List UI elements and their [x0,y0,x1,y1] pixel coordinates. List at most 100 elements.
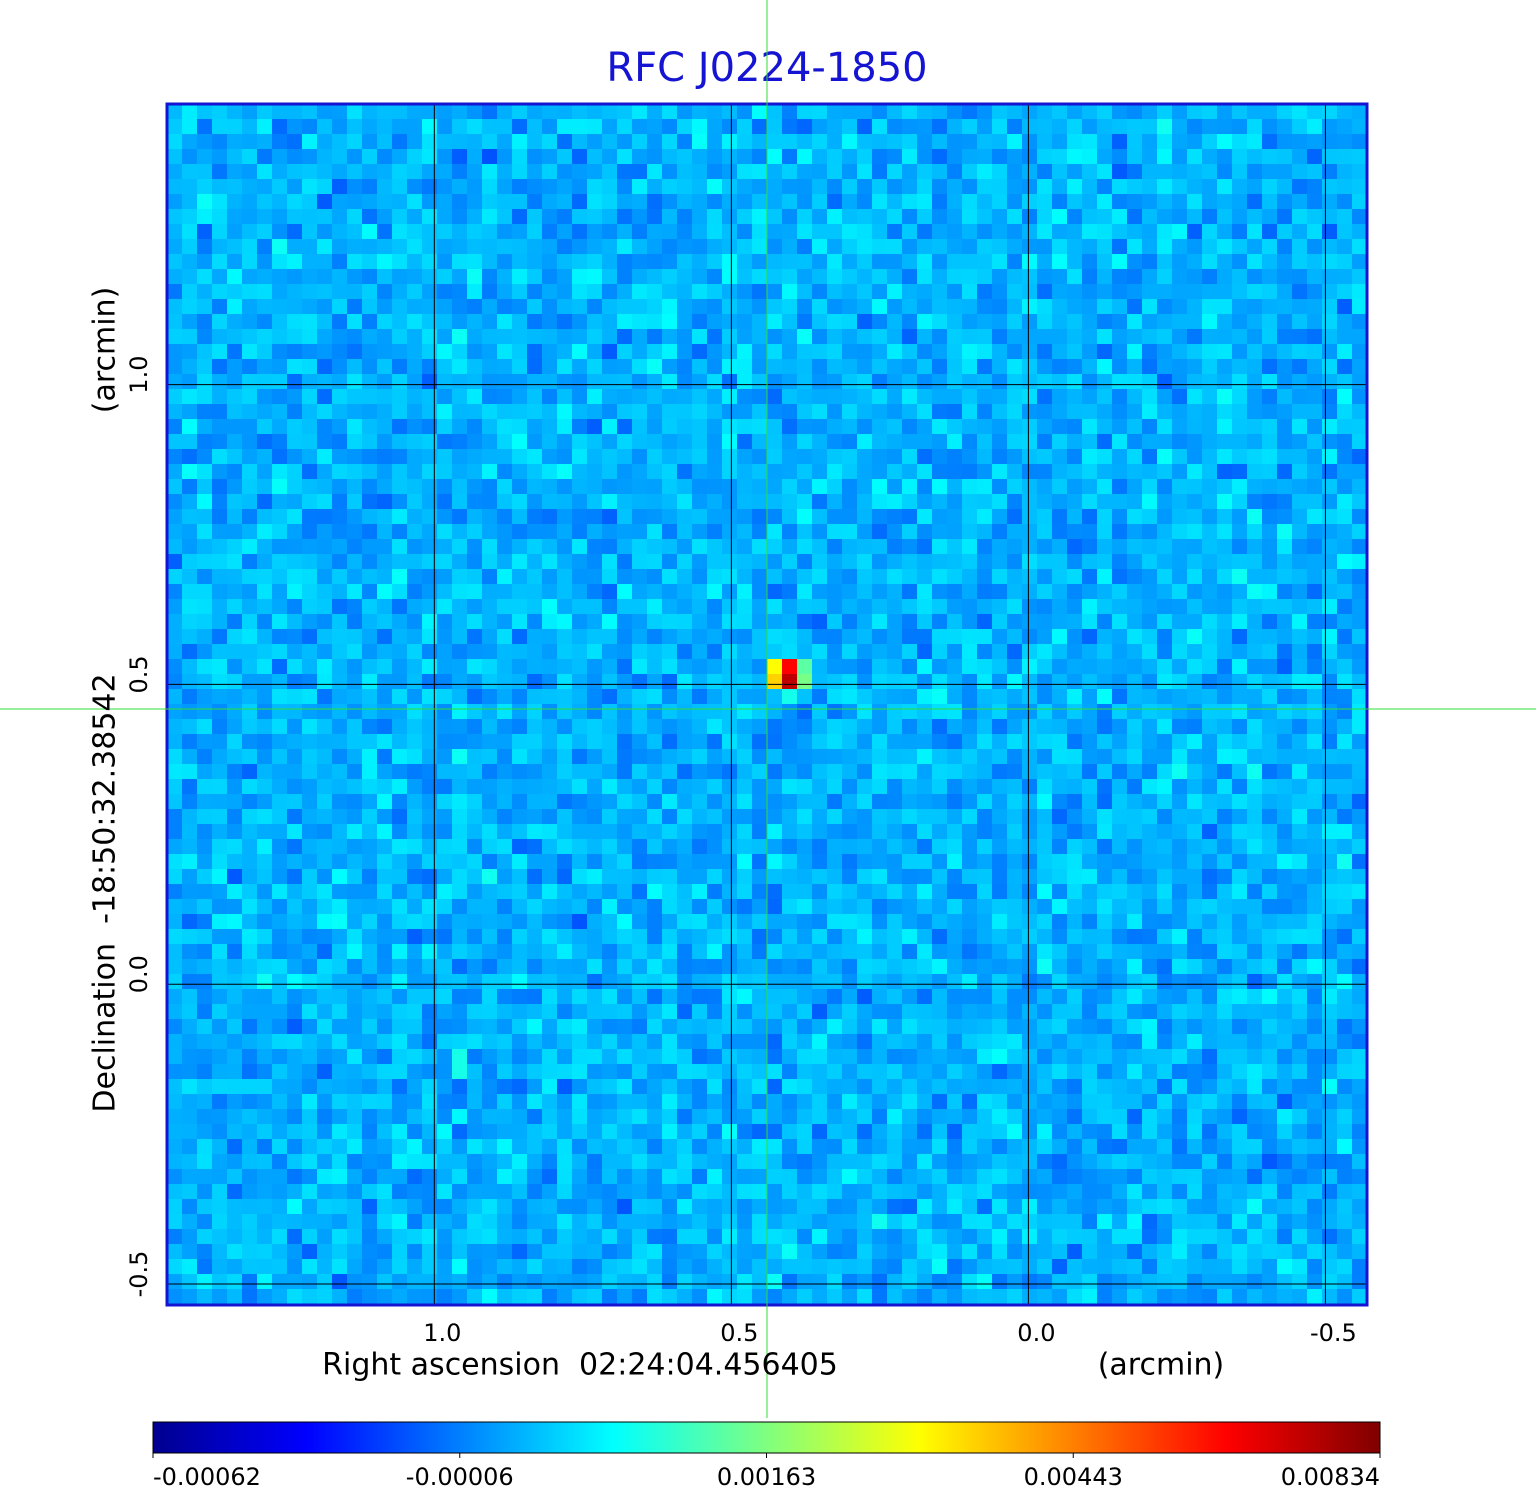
image-pixel [347,494,363,510]
image-pixel [257,284,273,300]
image-pixel [227,779,243,795]
image-pixel [1277,809,1293,825]
image-pixel [1007,914,1023,930]
image-pixel [1307,869,1323,885]
image-pixel [1037,569,1053,585]
image-pixel [1157,179,1173,195]
image-pixel [227,989,243,1005]
image-pixel [1007,434,1023,450]
image-pixel [242,764,258,780]
image-pixel [1262,854,1278,870]
image-pixel [1292,269,1308,285]
image-pixel [872,674,888,690]
image-pixel [317,194,333,210]
image-pixel [272,209,288,225]
image-pixel [1022,434,1038,450]
image-pixel [587,869,603,885]
image-pixel [737,134,753,150]
image-pixel [1022,164,1038,180]
image-pixel [572,584,588,600]
image-pixel [1067,989,1083,1005]
image-pixel [362,1034,378,1050]
image-pixel [707,494,723,510]
image-pixel [722,599,738,615]
image-pixel [302,434,318,450]
image-pixel [167,719,183,735]
image-pixel [1262,494,1278,510]
image-pixel [737,764,753,780]
image-pixel [392,989,408,1005]
image-pixel [557,1019,573,1035]
image-pixel [1142,659,1158,675]
image-pixel [872,929,888,945]
image-pixel [317,614,333,630]
image-pixel [1007,614,1023,630]
image-pixel [917,1004,933,1020]
image-pixel [1202,884,1218,900]
image-pixel [332,149,348,165]
image-pixel [842,464,858,480]
image-pixel [707,434,723,450]
image-pixel [1247,314,1263,330]
image-pixel [392,299,408,315]
image-pixel [737,899,753,915]
image-pixel [1277,419,1293,435]
image-pixel [857,494,873,510]
image-pixel [1142,329,1158,345]
image-pixel [977,1004,993,1020]
image-pixel [332,479,348,495]
image-pixel [602,1004,618,1020]
image-pixel [932,419,948,435]
image-pixel [752,119,768,135]
image-pixel [1157,374,1173,390]
image-pixel [1337,704,1353,720]
image-pixel [1172,569,1188,585]
image-pixel [302,329,318,345]
image-pixel [272,524,288,540]
image-pixel [812,794,828,810]
image-pixel [1067,299,1083,315]
image-pixel [812,299,828,315]
image-pixel [557,464,573,480]
image-pixel [1187,779,1203,795]
image-pixel [1157,404,1173,420]
image-pixel [212,254,228,270]
image-pixel [1262,794,1278,810]
image-pixel [887,779,903,795]
image-pixel [347,809,363,825]
image-pixel [1037,344,1053,360]
image-pixel [932,824,948,840]
image-pixel [872,134,888,150]
image-pixel [1157,284,1173,300]
image-pixel [662,599,678,615]
image-pixel [1337,494,1353,510]
image-pixel [857,584,873,600]
image-pixel [1037,284,1053,300]
image-pixel [1307,899,1323,915]
image-pixel [167,134,183,150]
image-pixel [182,449,198,465]
image-pixel [1127,794,1143,810]
image-pixel [392,209,408,225]
image-pixel [1082,389,1098,405]
image-pixel [947,644,963,660]
image-pixel [1202,719,1218,735]
image-pixel [947,629,963,645]
image-pixel [797,989,813,1005]
image-pixel [722,869,738,885]
image-pixel [1247,284,1263,300]
image-pixel [617,749,633,765]
image-pixel [827,239,843,255]
image-pixel [362,644,378,660]
image-pixel [182,524,198,540]
image-pixel [677,569,693,585]
image-pixel [542,119,558,135]
image-pixel [437,659,453,675]
image-pixel [287,134,303,150]
image-pixel [1322,884,1338,900]
image-pixel [1322,134,1338,150]
image-pixel [257,449,273,465]
image-pixel [587,884,603,900]
image-pixel [257,374,273,390]
image-pixel [602,389,618,405]
